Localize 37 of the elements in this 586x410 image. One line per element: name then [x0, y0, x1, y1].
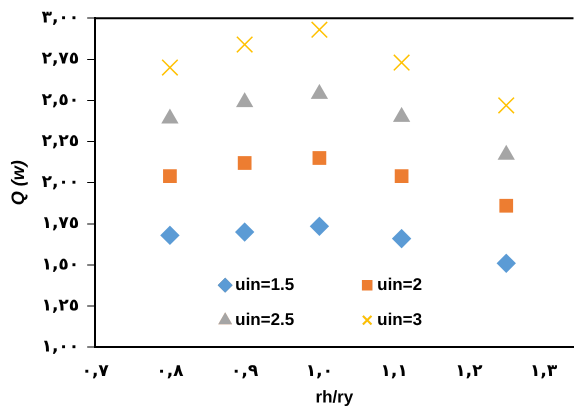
y-axis-title: Q (w)	[8, 160, 28, 206]
y-tick-label: ٢,٠٠	[42, 172, 80, 192]
point	[236, 36, 254, 54]
point	[310, 21, 328, 38]
point	[163, 169, 177, 183]
point	[394, 169, 408, 183]
y-tick-label: ٢,٢٥	[42, 130, 80, 151]
x-tick-label: ٠,٧	[82, 360, 110, 381]
point	[310, 216, 329, 236]
legend-label: uin=3	[377, 310, 422, 329]
y-tick-label: ١,٠٠	[42, 336, 80, 357]
point	[392, 229, 412, 248]
x-tick-label: ١,٢	[455, 360, 484, 381]
x-tick-label: ١,٠	[306, 360, 334, 381]
point	[498, 96, 515, 114]
y-tick-label: ١,٥٠	[42, 254, 80, 274]
x-tick-label: ١,١	[380, 360, 408, 381]
x-axis-title: rh/ry	[315, 387, 354, 406]
point	[496, 254, 516, 273]
legend-label: uin=2	[377, 274, 422, 294]
point	[161, 59, 178, 76]
point	[499, 198, 514, 213]
point	[312, 151, 326, 165]
legend-label: uin=1.5	[235, 274, 294, 294]
y-tick-label: ١,٢٥	[42, 295, 80, 316]
y-tick-label: ٢,٧٥	[42, 48, 80, 69]
y-tick-label: ١,٧٥	[42, 213, 80, 234]
point	[238, 156, 252, 170]
y-tick-label: ٢,٥٠	[42, 90, 80, 110]
point	[160, 226, 180, 245]
y-tick-label: ٣,٠٠	[42, 8, 80, 28]
legend-label: uin=2.5	[235, 310, 294, 329]
x-tick-label: ٠,٩	[231, 360, 259, 381]
x-tick-label: ٠,٨	[156, 360, 184, 381]
point	[235, 222, 254, 242]
x-tick-label: ١,٣	[530, 360, 558, 381]
point	[393, 54, 410, 72]
